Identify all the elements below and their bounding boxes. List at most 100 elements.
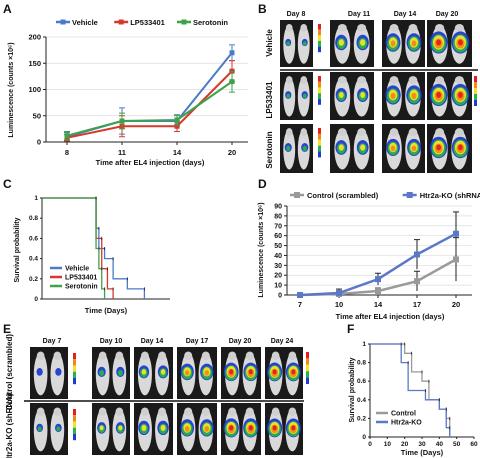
panel-e-scale-bar bbox=[306, 358, 309, 365]
panel-e-mouse-head bbox=[228, 351, 237, 360]
panel-e-mouse-head bbox=[98, 407, 107, 416]
panel-c-x-axis-label: Time (Days) bbox=[85, 306, 128, 315]
panel-e-scale-bar bbox=[306, 371, 309, 378]
panel-d-data-point bbox=[414, 251, 420, 258]
panel-c-legend-label: Serotonin bbox=[65, 284, 98, 291]
panel-e-bioluminescence-signal bbox=[229, 369, 234, 375]
panel-a-legend-label: LP533401 bbox=[130, 18, 165, 27]
panel-e-mouse-head bbox=[184, 407, 193, 416]
panel-a-x-tick-label: 20 bbox=[228, 148, 236, 157]
panel-d-data-point bbox=[336, 290, 342, 297]
panel-b-bioluminescence-signal bbox=[286, 145, 291, 152]
panel-e-mouse-head bbox=[158, 407, 167, 416]
panel-a-y-tick-label: 100 bbox=[28, 85, 41, 94]
panel-a-y-tick-label: 150 bbox=[28, 59, 41, 68]
panel-a-y-tick-label: 50 bbox=[33, 111, 41, 120]
panel-b-mouse-head bbox=[389, 76, 399, 84]
panel-d-data-point bbox=[375, 276, 381, 283]
panel-e-mouse-head bbox=[271, 351, 280, 360]
panel-d-x-tick-label: 7 bbox=[298, 300, 302, 309]
panel-d-data-point bbox=[414, 278, 420, 285]
panel-f-y-tick-label: 0.2 bbox=[357, 415, 366, 422]
panel-f-y-tick-label: 0 bbox=[362, 434, 366, 441]
panel-a-y-tick-label: 200 bbox=[28, 33, 41, 42]
panel-e-scale-bar bbox=[306, 377, 309, 384]
panel-b-bioluminescence-signal bbox=[286, 41, 290, 46]
panel-f-legend-label: Control bbox=[391, 411, 416, 418]
panel-b-mouse-head bbox=[408, 76, 418, 84]
panel-f-y-tick-label: 1 bbox=[362, 341, 366, 348]
panel-e-mouse-head bbox=[53, 407, 62, 416]
panel-a-data-point bbox=[174, 117, 180, 123]
panel-b-scale-bar bbox=[318, 93, 321, 100]
panel-b-mouse-head bbox=[337, 76, 347, 84]
panel-e-day-label: Day 20 bbox=[229, 338, 252, 345]
panel-b-bioluminescence-signal bbox=[360, 39, 366, 46]
panel-b-mouse-head bbox=[454, 24, 464, 32]
panel-e-scale-bar bbox=[73, 359, 76, 366]
panel-d-y-tick-label: 80 bbox=[274, 213, 282, 220]
panel-e-mouse-head bbox=[36, 351, 45, 360]
panel-e-bioluminescence-signal bbox=[56, 426, 61, 432]
panel-f-y-axis-label: Survival probability bbox=[349, 357, 356, 422]
panel-e-scale-bar bbox=[73, 371, 76, 378]
panel-f-x-tick-label: 10 bbox=[384, 441, 392, 448]
panel-c-y-axis-label: Survival probability bbox=[14, 217, 21, 282]
panel-f-x-tick-label: 0 bbox=[368, 441, 372, 448]
panel-b-mouse-head bbox=[357, 24, 367, 32]
panel-e-scale-bar bbox=[73, 427, 76, 434]
panel-e-bioluminescence-signal bbox=[99, 369, 105, 376]
panel-e-mouse-head bbox=[245, 407, 254, 416]
panel-b-bioluminescence-signal bbox=[436, 39, 442, 46]
panel-b-mouse-head bbox=[357, 128, 367, 137]
panel-b-row-label: Serotonin bbox=[265, 131, 274, 168]
panel-b-mouse-head bbox=[435, 24, 445, 32]
panel-e-bioluminescence-signal bbox=[118, 425, 123, 431]
panel-f-y-tick-label: 0.8 bbox=[357, 360, 366, 367]
panel-e-bioluminescence-signal bbox=[99, 425, 104, 431]
panel-e-bioluminescence-signal bbox=[204, 426, 210, 432]
panel-b-scale-bar bbox=[474, 94, 477, 100]
panel-c-y-tick-label: 1 bbox=[34, 195, 38, 202]
panel-b-bioluminescence-signal bbox=[360, 91, 366, 98]
panel-a-data-point bbox=[174, 123, 180, 129]
panel-c-y-tick-label: 0.4 bbox=[29, 256, 38, 263]
panel-e-row-label: Control (scrambled) bbox=[5, 334, 14, 410]
panel-b-mouse-head bbox=[285, 128, 293, 137]
panel-b-scale-bar bbox=[318, 151, 321, 158]
panel-b-day-label: Day 8 bbox=[287, 11, 306, 18]
panel-f-x-tick-label: 30 bbox=[418, 441, 426, 448]
panel-d-y-axis-label: Luminescence (counts ×10⁶) bbox=[258, 202, 265, 297]
panel-e-bioluminescence-signal bbox=[272, 369, 277, 375]
panel-c-chart: 00.20.40.60.81 VehicleLP533401Serotonin … bbox=[14, 195, 170, 315]
panel-b-bioluminescence-signal bbox=[411, 145, 417, 152]
panel-f-x-tick-label: 60 bbox=[470, 441, 478, 448]
panel-a-data-point bbox=[64, 133, 70, 139]
panel-d-chart: 0 10 20 30 40 50 60 70 80 90 7 10 14 17 20 Control (sc… bbox=[258, 191, 480, 321]
panel-e-bioluminescence-signal bbox=[117, 369, 123, 376]
panel-b-scale-bar bbox=[474, 88, 477, 94]
panel-f-legend-label: Htr2a-KO bbox=[391, 420, 422, 427]
panel-d-data-point bbox=[453, 256, 459, 263]
panel-d-y-tick-label: 20 bbox=[274, 273, 282, 280]
panel-c-y-tick-label: 0.8 bbox=[29, 215, 38, 222]
panel-letter-c: C bbox=[3, 177, 12, 191]
panel-f-chart: 00.20.40.60.810 10 20 30 40 50 60 ControlHtr2a… bbox=[349, 341, 478, 457]
panel-e-day-label: Day 14 bbox=[141, 338, 164, 345]
panel-a-data-point bbox=[119, 118, 125, 124]
panel-a-legend-marker bbox=[181, 19, 187, 25]
panel-b-mouse-head bbox=[408, 128, 418, 137]
panel-b-scale-bar bbox=[474, 76, 477, 82]
panel-d-data-point bbox=[297, 292, 303, 298]
panel-e-bioluminescence-signal bbox=[184, 370, 190, 376]
panel-a-legend-label: Vehicle bbox=[72, 18, 98, 27]
panel-b-bioluminescence-signal bbox=[457, 39, 463, 46]
panel-e-imaging: Day 7 Day 10 Day 14 Day 17 Day 20 Day 24… bbox=[5, 334, 309, 458]
panel-d-y-tick-label: 50 bbox=[274, 243, 282, 250]
panel-f-survival-line bbox=[370, 343, 451, 437]
panel-b-bioluminescence-signal bbox=[411, 92, 417, 100]
panel-e-mouse-head bbox=[98, 351, 107, 360]
panel-b-bioluminescence-signal bbox=[302, 93, 307, 99]
panel-a-x-tick-label: 11 bbox=[118, 148, 126, 157]
